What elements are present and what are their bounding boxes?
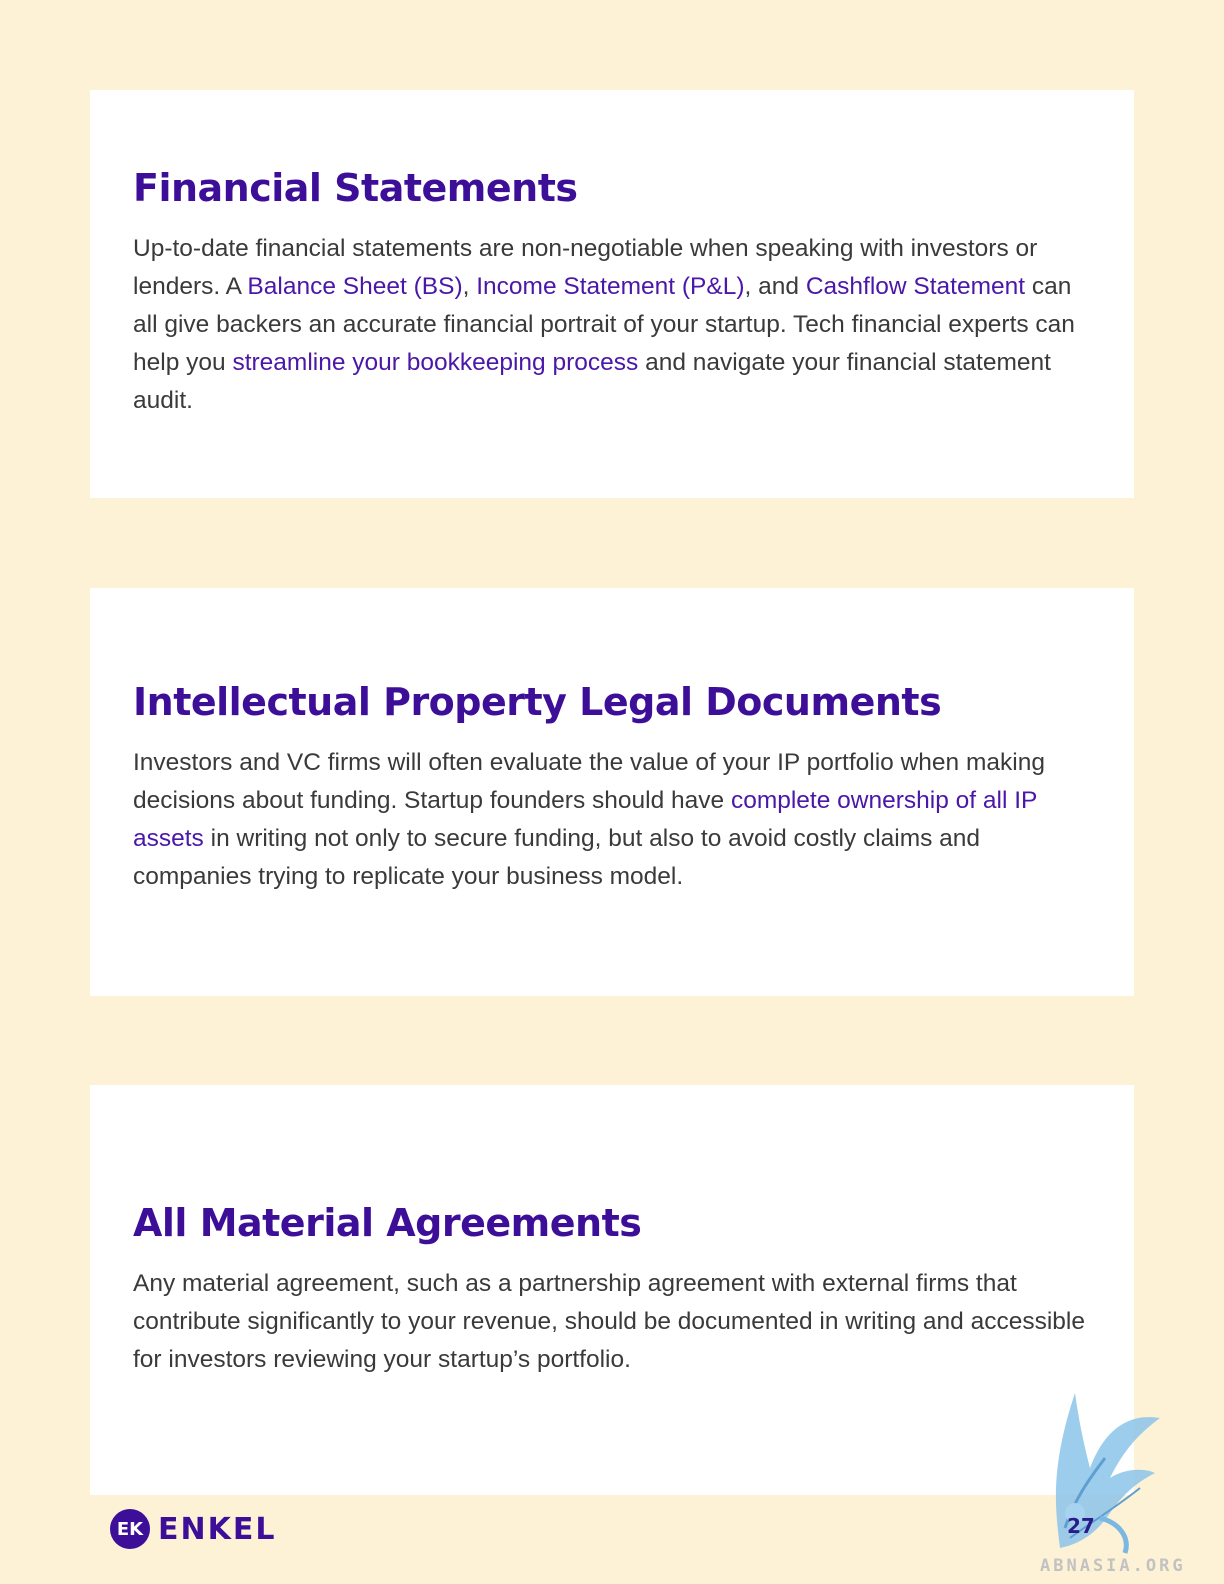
- section-body: Up-to-date financial statements are non-…: [133, 230, 1088, 420]
- section-body: Any material agreement, such as a partne…: [133, 1265, 1088, 1379]
- section-title: Intellectual Property Legal Documents: [133, 680, 942, 724]
- bird-watermark-icon: [1055, 1393, 1160, 1554]
- ip-legal-documents-card: Intellectual Property Legal Documents In…: [90, 588, 1134, 996]
- section-title: Financial Statements: [133, 166, 578, 210]
- watermark-text: ABNASIA.ORG: [1040, 1556, 1186, 1576]
- financial-statements-card: Financial Statements Up-to-date financia…: [90, 90, 1134, 498]
- enkel-logo-text: ENKEL: [158, 1511, 277, 1547]
- cashflow-statement-link[interactable]: Cashflow Statement: [805, 273, 1026, 300]
- income-statement-link[interactable]: Income Statement (P&L): [476, 273, 745, 300]
- body-text: , and: [744, 273, 806, 300]
- balance-sheet-link[interactable]: Balance Sheet (BS): [247, 273, 463, 300]
- enkel-logo-mark-icon: EK: [110, 1509, 150, 1549]
- section-title: All Material Agreements: [133, 1201, 642, 1245]
- material-agreements-card: All Material Agreements Any material agr…: [90, 1085, 1134, 1495]
- body-text: ,: [462, 273, 477, 300]
- streamline-bookkeeping-link[interactable]: streamline your bookkeeping process: [232, 349, 639, 376]
- body-text: Investors and VC firms will often evalua…: [133, 749, 1045, 814]
- body-text: can all give backers an accurate financi…: [133, 273, 1075, 376]
- body-text: Up-to-date financial statements are non-…: [133, 235, 1038, 300]
- section-body: Investors and VC firms will often evalua…: [133, 744, 1088, 896]
- body-text: Any material agreement, such as a partne…: [133, 1270, 1085, 1373]
- ip-ownership-link[interactable]: complete ownership of all IP assets: [133, 787, 1037, 852]
- body-text: and navigate your financial statement au…: [133, 349, 1051, 414]
- enkel-logo: EK ENKEL: [110, 1509, 276, 1549]
- body-text: in writing not only to secure funding, b…: [133, 825, 981, 890]
- page-number: 27: [1067, 1514, 1095, 1538]
